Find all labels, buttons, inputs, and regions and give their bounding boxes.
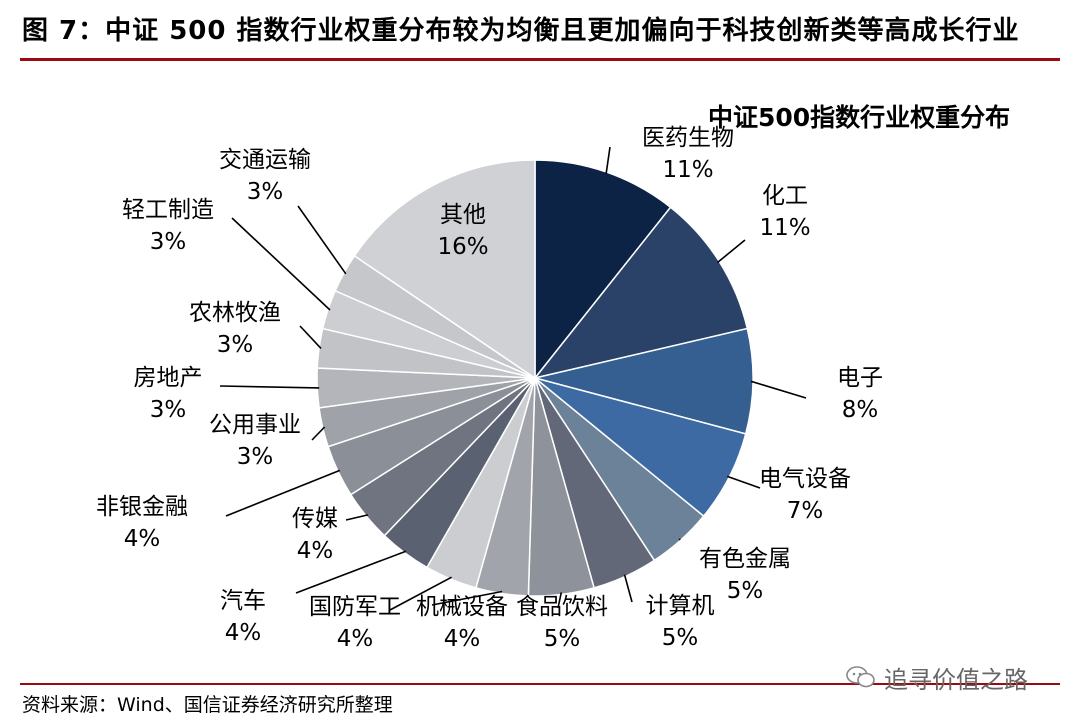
pie-slices — [316, 159, 754, 597]
slice-value-9: 4% — [225, 620, 262, 646]
title-rule — [20, 58, 1060, 61]
leader-line-0 — [605, 146, 611, 175]
leader-line-13 — [219, 385, 320, 389]
slice-value-2: 8% — [842, 397, 879, 423]
slice-label-5: 计算机 — [646, 593, 715, 619]
wechat-icon — [846, 666, 875, 688]
slice-value-7: 4% — [444, 626, 481, 652]
slice-label-0: 医药生物 — [642, 125, 734, 151]
slice-value-13: 3% — [150, 397, 187, 423]
chart-title: 中证500指数行业权重分布 — [708, 103, 1010, 132]
watermark: 追寻价值之路 — [846, 660, 1056, 694]
slice-value-4: 5% — [727, 578, 764, 604]
slice-value-17: 16% — [437, 234, 488, 260]
slice-value-3: 7% — [787, 498, 824, 524]
pie-chart: 医药生物 11% 化工 11% 电子 8% 电气设备 7% 有色金属 5% 计算机 5% 食品饮料 5% 机… — [96, 103, 1010, 652]
leader-line-11 — [225, 469, 341, 517]
slice-label-17: 其他 — [440, 202, 486, 228]
leader-line-3 — [727, 475, 761, 489]
slice-value-5: 5% — [662, 625, 699, 651]
slice-value-11: 4% — [124, 526, 161, 552]
slice-label-10: 传媒 — [292, 506, 338, 532]
slice-value-12: 3% — [237, 444, 274, 470]
leader-line-4 — [678, 538, 681, 541]
slice-label-15: 轻工制造 — [122, 197, 214, 223]
slice-value-6: 5% — [544, 626, 581, 652]
slice-label-8: 国防军工 — [309, 594, 401, 620]
leader-line-2 — [750, 380, 807, 399]
slice-value-1: 11% — [759, 215, 810, 241]
leader-line-6 — [557, 592, 563, 609]
leader-line-16 — [297, 205, 347, 275]
source-rule — [20, 683, 1060, 685]
leader-line-10 — [345, 514, 369, 521]
slice-label-1: 化工 — [762, 183, 808, 209]
slice-value-8: 4% — [337, 626, 374, 652]
slice-label-2: 电子 — [837, 365, 883, 391]
slice-label-9: 汽车 — [220, 588, 266, 614]
leader-line-7 — [431, 590, 503, 606]
slice-value-0: 11% — [662, 157, 713, 183]
slice-label-14: 农林牧渔 — [189, 300, 281, 326]
leader-line-9 — [295, 550, 407, 594]
figure-title: 图 7：中证 500 指数行业权重分布较为均衡且更加偏向于科技创新类等高成长行业 — [22, 16, 1020, 46]
leader-line-12 — [311, 426, 326, 441]
leader-line-14 — [299, 325, 322, 349]
watermark-text: 追寻价值之路 — [884, 665, 1028, 694]
slice-label-7: 机械设备 — [416, 594, 508, 620]
leader-line-8 — [389, 576, 452, 611]
slice-label-12: 公用事业 — [209, 412, 301, 438]
pie-slice-17 — [353, 159, 536, 380]
leader-line-5 — [623, 574, 633, 603]
leader-lines — [219, 146, 807, 611]
slice-label-16: 交通运输 — [219, 147, 311, 173]
slice-value-16: 3% — [247, 179, 284, 205]
slice-labels: 医药生物 11% 化工 11% 电子 8% 电气设备 7% 有色金属 5% 计算机 5% 食品饮料 5% 机… — [96, 125, 883, 652]
slice-label-11: 非银金融 — [96, 494, 188, 520]
leader-line-15 — [231, 217, 331, 311]
slice-label-3: 电气设备 — [759, 466, 851, 492]
slice-value-15: 3% — [150, 229, 187, 255]
slice-label-6: 食品饮料 — [516, 594, 608, 620]
slice-value-14: 3% — [217, 332, 254, 358]
slice-label-13: 房地产 — [134, 365, 203, 391]
slice-label-4: 有色金属 — [699, 546, 791, 572]
leader-line-1 — [716, 239, 746, 264]
source-note: 资料来源：Wind、国信证券经济研究所整理 — [22, 694, 393, 716]
slice-value-10: 4% — [297, 538, 334, 564]
